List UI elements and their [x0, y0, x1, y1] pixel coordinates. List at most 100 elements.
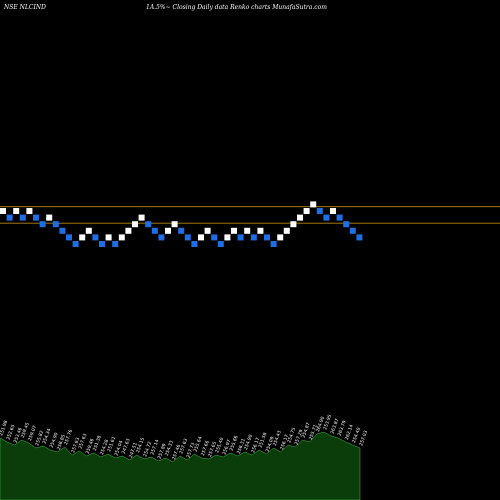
volume-label: 254.72: [142, 441, 153, 458]
volume-label: 264.90: [315, 416, 326, 433]
volume-label: 251.98: [0, 420, 9, 437]
renko-brick-down: [270, 241, 277, 247]
volume-label: 257.14: [149, 439, 160, 456]
volume-label: 256.17: [279, 434, 290, 451]
volume-label: 254.87: [301, 422, 312, 439]
renko-brick-down: [178, 227, 185, 234]
volume-area: [0, 431, 361, 500]
renko-brick-down: [264, 234, 270, 241]
volume-label: 255.82: [34, 430, 45, 447]
renko-brick-down: [19, 214, 26, 221]
volume-label: 257.03: [358, 430, 369, 447]
volume-label: 259.07: [27, 425, 38, 442]
renko-brick-up: [330, 208, 336, 214]
renko-brick-up: [125, 227, 132, 234]
renko-brick-up: [224, 234, 231, 241]
renko-brick-down: [237, 234, 244, 241]
renko-brick-down: [112, 241, 119, 247]
volume-label: 263.87: [329, 418, 340, 435]
renko-brick-down: [33, 214, 39, 221]
volume-label: 255.71: [308, 424, 319, 441]
renko-brick-down: [191, 241, 198, 247]
volume-label: 251.58: [257, 432, 268, 449]
renko-brick-down: [250, 234, 257, 241]
volume-label: 257.46: [171, 444, 182, 461]
renko-brick-down: [151, 227, 158, 234]
volume-label: 256.31: [236, 438, 247, 455]
volume-label: 254.28: [99, 439, 110, 456]
renko-brick-down: [6, 214, 13, 221]
renko-brick-up: [138, 214, 145, 221]
volume-label: 258.85: [56, 434, 67, 451]
volume-label: 257.29: [293, 429, 304, 446]
volume-label: 257.63: [70, 437, 81, 454]
renko-brick-down: [72, 241, 79, 247]
volume-label: 254.43: [272, 430, 283, 447]
renko-brick-down: [349, 227, 356, 234]
volume-label: 263.79: [337, 420, 348, 437]
volume-label: 262.14: [344, 424, 355, 441]
renko-brick-down: [356, 234, 363, 241]
volume-label: 255.64: [193, 436, 204, 453]
volume-label: 257.63: [77, 433, 88, 450]
renko-brick-down: [184, 234, 191, 241]
renko-brick-down: [52, 221, 59, 228]
volume-label: 247.63: [121, 438, 132, 455]
volume-label: 257.73: [185, 442, 196, 459]
renko-brick-up: [118, 234, 125, 241]
volume-label: 257.66: [200, 440, 211, 457]
renko-brick-up: [79, 234, 86, 241]
renko-brick-down: [211, 234, 218, 241]
renko-brick-down: [59, 227, 66, 234]
volume-label: 254.40: [351, 427, 362, 444]
volume-label: 257.63: [178, 438, 189, 455]
renko-brick-up: [46, 214, 53, 221]
renko-brick-up: [13, 208, 20, 214]
volume-label: 254.90: [243, 434, 254, 451]
renko-brick-up: [283, 227, 290, 234]
volume-label: 257.65: [207, 441, 218, 458]
renko-brick-down: [316, 208, 323, 214]
renko-brick-up: [165, 227, 171, 234]
renko-brick-up: [310, 201, 317, 208]
renko-brick-up: [26, 208, 33, 214]
volume-label: 254.34: [41, 428, 52, 445]
volume-label: 253.46: [13, 427, 24, 444]
volume-label: 256.17: [250, 437, 261, 454]
renko-brick-up: [132, 221, 138, 228]
volume-label: 252.65: [5, 424, 16, 441]
renko-brick-up: [244, 227, 251, 234]
renko-brick-down: [336, 214, 343, 221]
renko-brick-up: [297, 214, 303, 221]
volume-label: 255.66: [229, 435, 240, 452]
volume-label: 259.46: [85, 438, 96, 455]
volume-label: 253.95: [322, 414, 333, 431]
volume-label: 255.40: [214, 437, 225, 454]
renko-brick-down: [92, 234, 99, 241]
chart-symbol: NSE NLCIND: [4, 4, 46, 11]
volume-label: 257.89: [157, 443, 168, 460]
volume-label: 254.33: [164, 440, 175, 457]
volume-label: 254.15: [135, 437, 146, 454]
volume-label: 254.09: [265, 436, 276, 453]
renko-brick-up: [171, 221, 178, 228]
renko-brick-up: [0, 208, 6, 214]
renko-brick-up: [204, 227, 211, 234]
chart-subtitle: 1A.5%~ Closing Daily data Renko charts M…: [146, 4, 327, 11]
renko-brick-up: [303, 208, 310, 214]
renko-brick-down: [99, 241, 105, 247]
volume-label: 256.97: [221, 439, 232, 456]
renko-brick-down: [323, 214, 330, 221]
volume-label: 254.75: [286, 427, 297, 444]
volume-label: 257.76: [63, 429, 74, 446]
renko-brick-down: [158, 234, 165, 241]
renko-brick-down: [66, 234, 72, 241]
volume-label: 247.51: [128, 442, 139, 459]
renko-brick-up: [85, 227, 92, 234]
renko-brick-up: [231, 227, 237, 234]
volume-label: 254.90: [49, 432, 60, 449]
renko-brick-up: [198, 234, 204, 241]
volume-label: 251.38: [92, 435, 103, 452]
